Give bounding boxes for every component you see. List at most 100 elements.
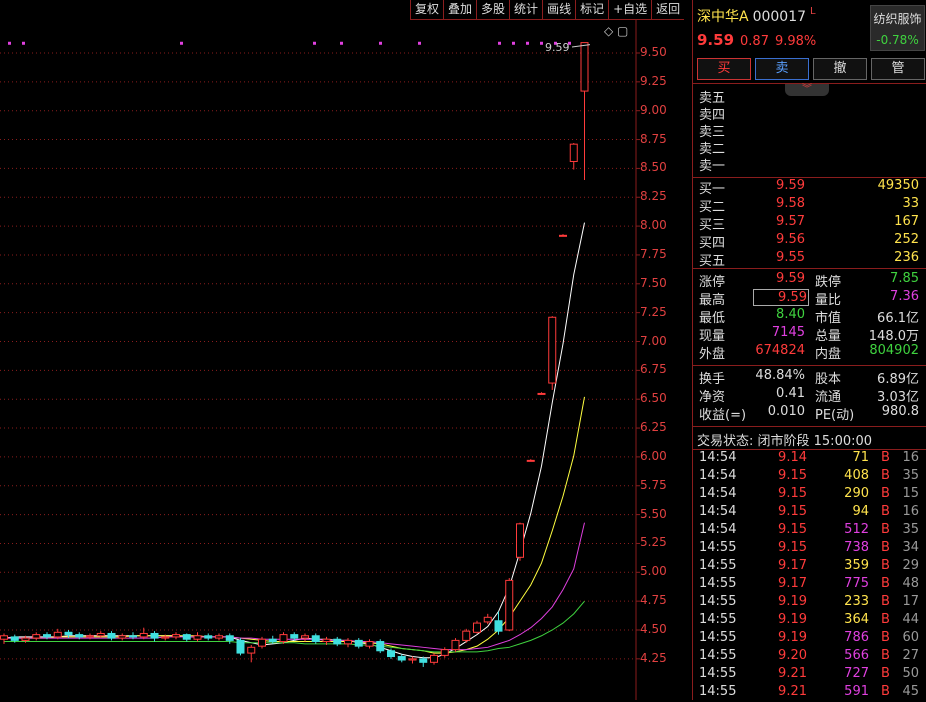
event-marker — [313, 41, 316, 45]
buy-level-row: 买五 9.55 236 — [697, 250, 923, 269]
stat-row: 换手 48.84% 股本 6.89亿 — [697, 368, 923, 387]
axis-tick-label: 6.00 — [640, 448, 667, 463]
tick-count: 34 — [902, 540, 919, 555]
candle-body — [290, 634, 299, 639]
tick-row: 14:55 9.19 233 B 17 — [697, 594, 923, 612]
ma-line-ma60 — [4, 600, 585, 653]
tick-volume: 566 — [844, 648, 869, 663]
tick-list[interactable]: 14:54 9.14 71 B 16 14:54 9.15 408 B 35 14:54 9.15 29… — [697, 450, 923, 702]
axis-tick-label: 5.25 — [640, 535, 667, 550]
candle-body — [365, 641, 374, 647]
tick-row: 14:55 9.21 591 B 45 — [697, 684, 923, 702]
tick-count: 16 — [902, 450, 919, 465]
candle-body — [258, 638, 266, 647]
collapse-chevron-icon[interactable]: ︾ — [785, 84, 829, 96]
candle-body — [311, 635, 320, 643]
tick-side: B — [881, 522, 890, 537]
stock-name: 深中华A — [697, 9, 749, 25]
axis-tick-label: 8.75 — [640, 131, 667, 146]
tick-volume: 359 — [844, 558, 869, 573]
candle-body — [107, 632, 116, 639]
ma-line-ma5 — [3, 222, 585, 659]
event-marker — [540, 41, 543, 45]
toolbar-mark-button[interactable]: 标记 — [575, 0, 609, 20]
candle-body — [204, 635, 213, 639]
buy-level-volume: 236 — [894, 250, 919, 265]
tick-price: 9.19 — [778, 594, 807, 609]
toolbar-draw-button[interactable]: 画线 — [542, 0, 576, 20]
tick-time: 14:55 — [699, 594, 737, 609]
kline-svg[interactable] — [0, 0, 690, 700]
tick-side: B — [881, 612, 890, 627]
chart-option-icons[interactable]: ◇ ▢ — [604, 24, 629, 38]
stock-code: 000017 — [752, 9, 807, 25]
candle-body — [182, 634, 191, 640]
event-marker — [340, 41, 343, 45]
toolbar-multistock-button[interactable]: 多股 — [476, 0, 510, 20]
tick-side: B — [881, 558, 890, 573]
axis-tick-label: 8.25 — [640, 189, 667, 204]
tick-count: 15 — [902, 486, 919, 501]
candle-body — [526, 459, 535, 462]
tick-time: 14:54 — [699, 486, 737, 501]
candle-body — [419, 658, 428, 663]
tick-row: 14:55 9.15 738 B 34 — [697, 540, 923, 558]
candle-body — [10, 636, 19, 641]
stat-label: 内盘 — [815, 347, 842, 362]
tick-side: B — [881, 594, 890, 609]
tick-price: 9.21 — [778, 684, 807, 699]
candle-body — [376, 641, 385, 652]
tick-row: 14:55 9.17 775 B 48 — [697, 576, 923, 594]
event-marker — [526, 41, 529, 45]
event-marker — [512, 41, 515, 45]
axis-tick-label: 7.25 — [640, 304, 667, 319]
kline-chart[interactable]: 复权 叠加 多股 统计 画线 标记 +自选 返回 ◇ ▢ 9.59 9.50 9.… — [0, 0, 690, 700]
stat-label: 涨停 — [699, 275, 726, 290]
sell-button[interactable]: 卖 — [755, 58, 809, 80]
tick-row: 14:55 9.17 359 B 29 — [697, 558, 923, 576]
toolbar-fuquan-button[interactable]: 复权 — [410, 0, 444, 20]
tick-time: 14:55 — [699, 558, 737, 573]
axis-tick-label: 4.25 — [640, 650, 667, 665]
buy-level-label: 买四 — [699, 236, 726, 251]
buy-level-price: 9.57 — [776, 214, 805, 229]
candle-body — [268, 638, 277, 643]
buy-level-row: 买三 9.57 167 — [697, 214, 923, 233]
event-marker — [498, 41, 501, 45]
candle-body — [43, 634, 51, 638]
tick-price: 9.19 — [778, 612, 807, 627]
industry-pct: -0.78% — [876, 33, 919, 47]
toolbar-stats-button[interactable]: 统计 — [509, 0, 543, 20]
industry-badge[interactable]: 纺织服饰 -0.78% — [870, 5, 925, 51]
toolbar-overlay-button[interactable]: 叠加 — [443, 0, 477, 20]
candle-body — [548, 316, 557, 384]
candle-body — [483, 616, 492, 623]
candle-body — [279, 634, 288, 643]
candle-body — [516, 523, 524, 558]
candle-body — [354, 639, 363, 647]
candle-body — [473, 622, 481, 633]
candle-body — [462, 630, 471, 641]
cancel-order-button[interactable]: 撤 — [813, 58, 867, 80]
tick-count: 35 — [902, 468, 919, 483]
stat-label: 总量 — [815, 329, 842, 344]
candle-body — [430, 654, 438, 663]
toolbar-add-watchlist-button[interactable]: +自选 — [608, 0, 652, 20]
buy-level-volume: 252 — [894, 232, 919, 247]
toolbar-back-button[interactable]: 返回 — [651, 0, 685, 20]
event-marker — [8, 41, 11, 45]
event-marker — [554, 41, 557, 45]
buy-button[interactable]: 买 — [697, 58, 751, 80]
buy-level-row: 买一 9.59 49350 — [697, 178, 923, 197]
tick-price: 9.15 — [778, 468, 807, 483]
stat-value: 674824 — [755, 343, 805, 358]
stat-row: 最高 9.59 量比 7.36 — [697, 289, 923, 308]
tick-price: 9.19 — [778, 630, 807, 645]
axis-tick-label: 6.75 — [640, 362, 667, 377]
stat-row: 外盘 674824 内盘 804902 — [697, 343, 923, 362]
stat-value: 9.59 — [776, 271, 805, 286]
manage-button[interactable]: 管 — [871, 58, 925, 80]
tick-side: B — [881, 450, 890, 465]
candle-body — [559, 234, 567, 237]
stat-row: 涨停 9.59 跌停 7.85 — [697, 271, 923, 290]
